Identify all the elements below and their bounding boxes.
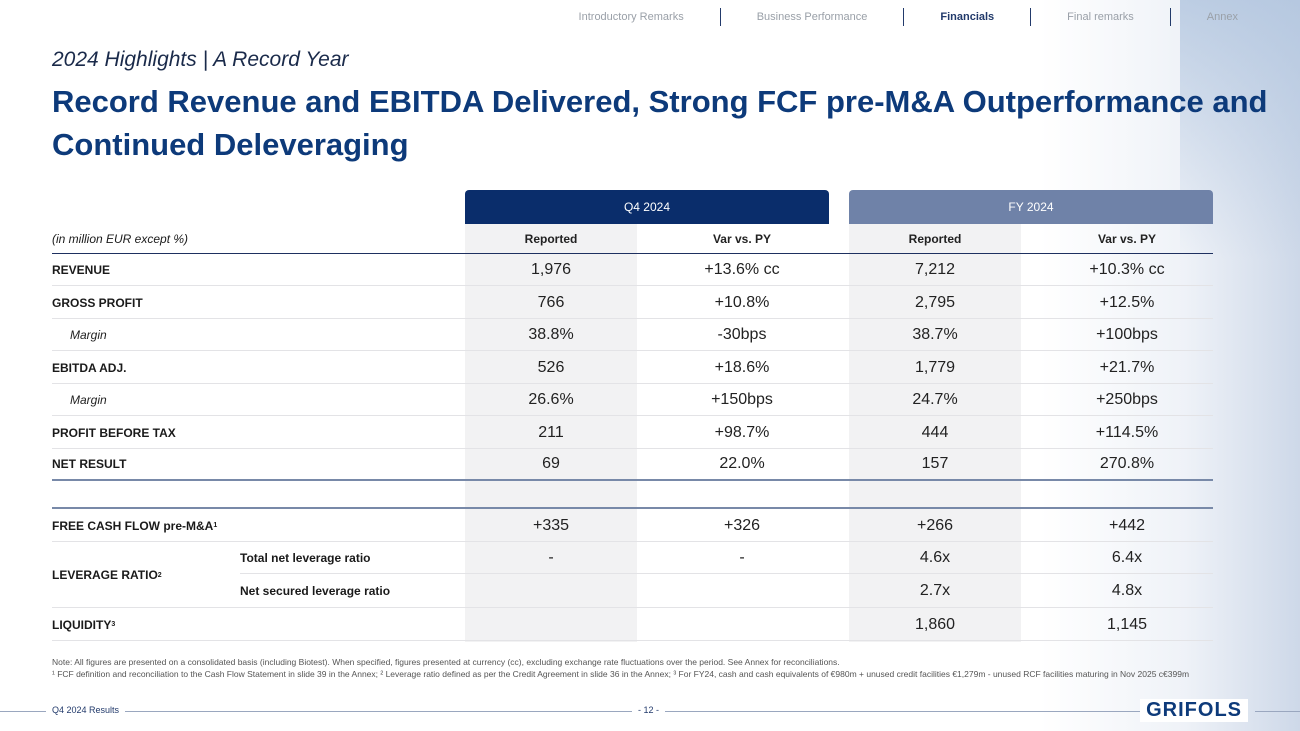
table-row-ebitda-margin: Margin 26.6% +150bps 24.7% +250bps bbox=[52, 384, 1213, 416]
table-cell: 1,779 bbox=[914, 358, 956, 376]
nav-separator bbox=[1169, 8, 1171, 26]
row-label: REVENUE bbox=[52, 262, 111, 277]
page-number: - 12 - bbox=[632, 705, 666, 715]
table-row-total-leverage: Total net leverage ratio - - 4.6x 6.4x bbox=[240, 542, 1213, 574]
col-header-fy-reported: Reported bbox=[908, 232, 962, 246]
col-header-q4-var: Var vs. PY bbox=[712, 232, 772, 246]
row-label: Total net leverage ratio bbox=[240, 550, 371, 565]
table-cell: 4.8x bbox=[1111, 582, 1143, 599]
table-cell: +150bps bbox=[711, 390, 773, 408]
table-cell: 69 bbox=[542, 455, 560, 472]
table-cell: 1,860 bbox=[914, 615, 956, 633]
table-cell: 26.6% bbox=[528, 390, 574, 408]
column-shade-q4-reported bbox=[465, 224, 637, 642]
footer-divider-right bbox=[1255, 711, 1300, 712]
table-cell: 2.7x bbox=[919, 582, 951, 599]
table-row-net-result: NET RESULT 69 22.0% 157 270.8% bbox=[52, 449, 1213, 481]
table-cell: +114.5% bbox=[1095, 423, 1159, 441]
row-label-liquidity: LIQUIDITY 3 bbox=[52, 617, 116, 632]
nav-separator bbox=[903, 8, 905, 26]
nav-introductory-remarks[interactable]: Introductory Remarks bbox=[578, 11, 684, 23]
footnote-line: ¹ FCF definition and reconciliation to t… bbox=[52, 669, 1190, 679]
table-cell: 2,795 bbox=[914, 293, 956, 311]
table-cell: +442 bbox=[1108, 516, 1146, 534]
table-cell: 7,212 bbox=[914, 260, 956, 278]
table-cell: +100bps bbox=[1096, 325, 1158, 343]
slide-subtitle: 2024 Highlights | A Record Year bbox=[52, 48, 349, 71]
nav-business-performance[interactable]: Business Performance bbox=[756, 11, 868, 23]
table-cell: +18.6% bbox=[714, 358, 770, 376]
section-nav: Introductory Remarks Business Performanc… bbox=[543, 8, 1252, 26]
nav-financials[interactable]: Financials bbox=[940, 11, 995, 23]
table-cell: +335 bbox=[532, 516, 570, 534]
nav-annex[interactable]: Annex bbox=[1206, 11, 1238, 23]
table-row-ebitda: EBITDA ADJ. 526 +18.6% 1,779 +21.7% bbox=[52, 352, 1213, 384]
row-label: Net secured leverage ratio bbox=[240, 584, 391, 598]
col-header-fy-var: Var vs. PY bbox=[1097, 232, 1157, 246]
table-cell: +10.8% bbox=[714, 293, 770, 311]
table-cell: 24.7% bbox=[912, 390, 958, 408]
table-cell: +21.7% bbox=[1099, 358, 1155, 376]
table-spacer-row bbox=[52, 483, 1213, 509]
table-cell: +13.6% cc bbox=[704, 260, 780, 278]
table-cell: 211 bbox=[538, 423, 564, 441]
row-label: Margin bbox=[70, 327, 107, 342]
table-cell: +266 bbox=[916, 516, 954, 534]
nav-separator bbox=[719, 8, 721, 26]
table-cell: - bbox=[739, 548, 745, 566]
table-cell: -30bps bbox=[717, 325, 767, 343]
row-label: EBITDA ADJ. bbox=[52, 360, 127, 375]
table-row-profit-before-tax: PROFIT BEFORE TAX 211 +98.7% 444 +114.5% bbox=[52, 417, 1213, 449]
table-cell: +98.7% bbox=[714, 423, 770, 441]
table-row-liquidity: LIQUIDITY 3 1,860 1,145 bbox=[52, 609, 1213, 641]
table-cell: 526 bbox=[537, 358, 565, 376]
grifols-logo: GRIFOLS bbox=[1140, 699, 1248, 722]
table-cell: +326 bbox=[723, 516, 761, 534]
group-header-q4: Q4 2024 bbox=[465, 190, 829, 224]
table-cell: 444 bbox=[921, 423, 949, 441]
table-row-fcf: FREE CASH FLOW pre-M&A 1 +335 +326 +266 +… bbox=[52, 510, 1213, 542]
table-cell: 270.8% bbox=[1099, 455, 1155, 472]
row-label: GROSS PROFIT bbox=[52, 295, 143, 310]
table-cell: +10.3% cc bbox=[1089, 260, 1165, 278]
table-cell: +250bps bbox=[1096, 390, 1158, 408]
table-cell: 6.4x bbox=[1111, 548, 1143, 566]
table-cell: 157 bbox=[921, 455, 949, 472]
slide-title: Record Revenue and EBITDA Delivered, Str… bbox=[52, 84, 1268, 162]
table-cell: 4.6x bbox=[919, 548, 951, 566]
units-label: (in million EUR except %) bbox=[52, 232, 189, 246]
footnotes: Note: All figures are presented on a con… bbox=[52, 656, 1202, 680]
table-cell: 1,145 bbox=[1106, 615, 1148, 633]
table-cell: 766 bbox=[537, 293, 565, 311]
row-label: Margin bbox=[70, 392, 107, 407]
nav-final-remarks[interactable]: Final remarks bbox=[1067, 11, 1134, 23]
col-header-q4-reported: Reported bbox=[524, 232, 578, 246]
table-cell: 38.8% bbox=[528, 325, 574, 343]
column-shade-fy-reported bbox=[849, 224, 1021, 642]
row-label: PROFIT BEFORE TAX bbox=[52, 425, 176, 440]
footer-report-name: Q4 2024 Results bbox=[46, 705, 126, 715]
table-row-revenue: REVENUE 1,976 +13.6% cc 7,212 +10.3% cc bbox=[52, 254, 1213, 286]
table-row-secured-leverage: Net secured leverage ratio 2.7x 4.8x bbox=[52, 575, 1213, 608]
footnote-line: Note: All figures are presented on a con… bbox=[52, 657, 840, 667]
table-cell: +12.5% bbox=[1099, 293, 1155, 311]
row-label-leverage: LEVERAGE RATIO 2 bbox=[52, 568, 162, 582]
table-cell: 1,976 bbox=[530, 260, 572, 278]
row-label: NET RESULT bbox=[52, 457, 127, 471]
row-label-fcf: FREE CASH FLOW pre-M&A 1 bbox=[52, 518, 218, 533]
footer-divider bbox=[0, 711, 1160, 712]
table-cell: 22.0% bbox=[719, 455, 765, 472]
table-cell: - bbox=[548, 548, 554, 566]
table-cell: 38.7% bbox=[912, 325, 958, 343]
group-header-fy: FY 2024 bbox=[849, 190, 1213, 224]
nav-separator bbox=[1030, 8, 1032, 26]
table-row-gross-margin: Margin 38.8% -30bps 38.7% +100bps bbox=[52, 319, 1213, 351]
table-header-row: (in million EUR except %) Reported Var v… bbox=[52, 225, 1213, 254]
table-row-gross-profit: GROSS PROFIT 766 +10.8% 2,795 +12.5% bbox=[52, 287, 1213, 319]
